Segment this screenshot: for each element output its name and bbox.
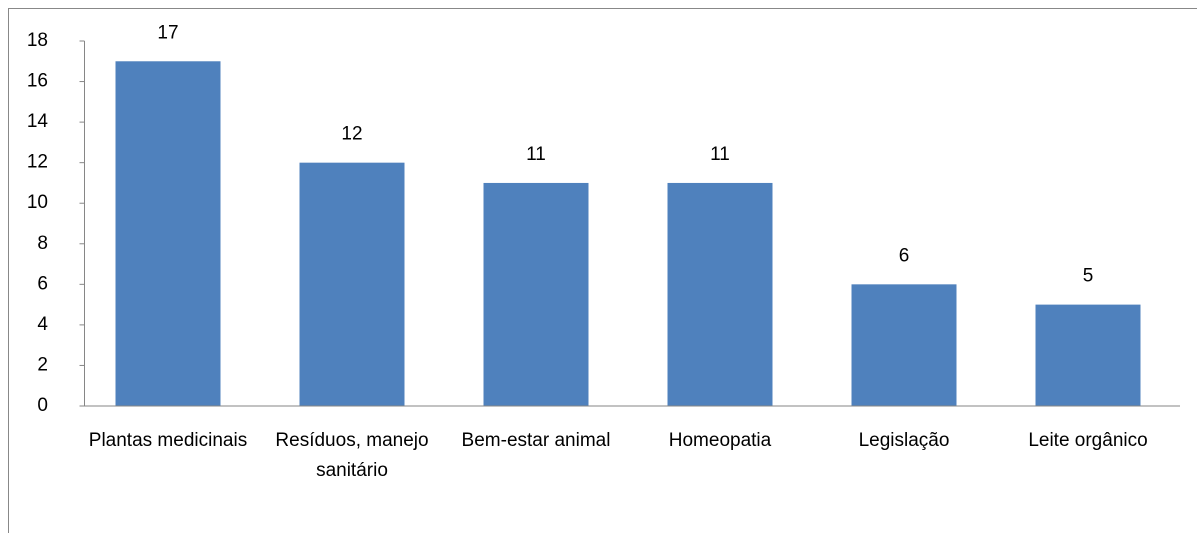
y-tick-label: 10 bbox=[27, 192, 48, 213]
bar bbox=[667, 182, 773, 406]
y-tick-label: 18 bbox=[27, 30, 48, 51]
y-tick-label: 6 bbox=[37, 273, 48, 294]
bar bbox=[1035, 304, 1141, 406]
x-tick-label: Legislação bbox=[858, 430, 950, 451]
x-tick-label: Leite orgânico bbox=[1028, 430, 1148, 451]
value-label: 17 bbox=[157, 22, 178, 43]
y-tick-label: 2 bbox=[37, 354, 48, 375]
x-tick-label: Homeopatia bbox=[668, 430, 772, 451]
y-tick-label: 14 bbox=[27, 111, 49, 132]
x-tick-label: Resíduos, manejo sanitário bbox=[275, 430, 429, 481]
y-tick-label: 4 bbox=[37, 314, 48, 335]
value-label: 12 bbox=[341, 124, 362, 145]
y-tick-label: 16 bbox=[27, 71, 48, 92]
bar bbox=[851, 284, 957, 406]
bar bbox=[299, 162, 405, 406]
value-label: 6 bbox=[899, 245, 910, 266]
value-label: 11 bbox=[710, 144, 730, 165]
bar bbox=[115, 61, 221, 407]
value-label: 11 bbox=[526, 144, 546, 165]
frame bbox=[8, 8, 1197, 533]
bar bbox=[483, 182, 589, 406]
value-label: 5 bbox=[1083, 266, 1094, 287]
y-tick-label: 0 bbox=[37, 395, 48, 416]
x-tick-label: Plantas medicinais bbox=[88, 430, 248, 451]
y-tick-label: 8 bbox=[37, 233, 48, 254]
x-tick-label: Bem-estar animal bbox=[461, 430, 611, 451]
y-tick-label: 12 bbox=[27, 152, 48, 173]
